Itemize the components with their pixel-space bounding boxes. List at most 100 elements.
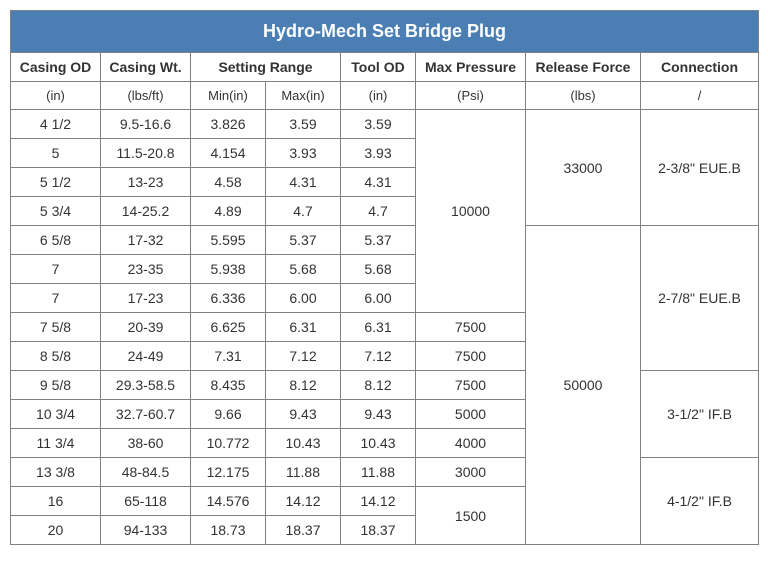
cell-min: 5.595	[191, 226, 266, 255]
cell-od: 11 3/4	[11, 429, 101, 458]
cell-wt: 29.3-58.5	[101, 371, 191, 400]
cell-maxpressure: 7500	[416, 342, 526, 371]
cell-od: 6 5/8	[11, 226, 101, 255]
unit-casing-od: (in)	[11, 82, 101, 110]
cell-od: 4 1/2	[11, 110, 101, 139]
cell-max: 4.31	[266, 168, 341, 197]
unit-max-pressure: (Psi)	[416, 82, 526, 110]
cell-tool: 18.37	[341, 516, 416, 545]
cell-max: 14.12	[266, 487, 341, 516]
cell-min: 18.73	[191, 516, 266, 545]
cell-max: 9.43	[266, 400, 341, 429]
cell-min: 6.336	[191, 284, 266, 313]
cell-wt: 14-25.2	[101, 197, 191, 226]
unit-max: Max(in)	[266, 82, 341, 110]
cell-maxpressure: 1500	[416, 487, 526, 545]
cell-connection: 3-1/2" IF.B	[641, 371, 759, 458]
cell-min: 7.31	[191, 342, 266, 371]
cell-connection: 2-3/8" EUE.B	[641, 110, 759, 226]
cell-tool: 10.43	[341, 429, 416, 458]
cell-release: 50000	[526, 226, 641, 545]
cell-od: 13 3/8	[11, 458, 101, 487]
cell-tool: 9.43	[341, 400, 416, 429]
table-row: 9 5/8 29.3-58.5 8.435 8.12 8.12 7500 3-1…	[11, 371, 759, 400]
cell-tool: 4.7	[341, 197, 416, 226]
cell-od: 5 3/4	[11, 197, 101, 226]
cell-od: 5 1/2	[11, 168, 101, 197]
col-casing-wt: Casing Wt.	[101, 53, 191, 82]
unit-min: Min(in)	[191, 82, 266, 110]
unit-tool-od: (in)	[341, 82, 416, 110]
table-row: 6 5/8 17-32 5.595 5.37 5.37 50000 2-7/8"…	[11, 226, 759, 255]
cell-min: 10.772	[191, 429, 266, 458]
cell-connection: 4-1/2" IF.B	[641, 458, 759, 545]
cell-od: 10 3/4	[11, 400, 101, 429]
unit-casing-wt: (lbs/ft)	[101, 82, 191, 110]
cell-wt: 94-133	[101, 516, 191, 545]
cell-maxpressure: 3000	[416, 458, 526, 487]
cell-min: 3.826	[191, 110, 266, 139]
col-tool-od: Tool OD	[341, 53, 416, 82]
cell-min: 5.938	[191, 255, 266, 284]
col-setting-range: Setting Range	[191, 53, 341, 82]
col-max-pressure: Max Pressure	[416, 53, 526, 82]
cell-tool: 3.93	[341, 139, 416, 168]
cell-max: 18.37	[266, 516, 341, 545]
cell-max: 3.59	[266, 110, 341, 139]
cell-max: 4.7	[266, 197, 341, 226]
cell-max: 11.88	[266, 458, 341, 487]
cell-min: 6.625	[191, 313, 266, 342]
cell-od: 20	[11, 516, 101, 545]
cell-od: 7	[11, 284, 101, 313]
col-release-force: Release Force	[526, 53, 641, 82]
cell-od: 16	[11, 487, 101, 516]
cell-od: 5	[11, 139, 101, 168]
cell-maxpressure: 7500	[416, 371, 526, 400]
cell-wt: 13-23	[101, 168, 191, 197]
cell-od: 9 5/8	[11, 371, 101, 400]
cell-tool: 5.37	[341, 226, 416, 255]
cell-wt: 11.5-20.8	[101, 139, 191, 168]
cell-tool: 11.88	[341, 458, 416, 487]
cell-max: 8.12	[266, 371, 341, 400]
cell-min: 9.66	[191, 400, 266, 429]
cell-maxpressure: 10000	[416, 110, 526, 313]
cell-wt: 24-49	[101, 342, 191, 371]
cell-tool: 8.12	[341, 371, 416, 400]
cell-tool: 7.12	[341, 342, 416, 371]
cell-min: 14.576	[191, 487, 266, 516]
cell-wt: 20-39	[101, 313, 191, 342]
cell-wt: 38-60	[101, 429, 191, 458]
cell-wt: 9.5-16.6	[101, 110, 191, 139]
cell-maxpressure: 5000	[416, 400, 526, 429]
cell-od: 7 5/8	[11, 313, 101, 342]
table-row: 4 1/2 9.5-16.6 3.826 3.59 3.59 10000 330…	[11, 110, 759, 139]
unit-release-force: (lbs)	[526, 82, 641, 110]
unit-connection: /	[641, 82, 759, 110]
cell-od: 8 5/8	[11, 342, 101, 371]
cell-tool: 3.59	[341, 110, 416, 139]
cell-wt: 17-23	[101, 284, 191, 313]
table-row: 13 3/8 48-84.5 12.175 11.88 11.88 3000 4…	[11, 458, 759, 487]
cell-max: 3.93	[266, 139, 341, 168]
cell-tool: 5.68	[341, 255, 416, 284]
col-connection: Connection	[641, 53, 759, 82]
cell-max: 5.37	[266, 226, 341, 255]
cell-min: 4.58	[191, 168, 266, 197]
cell-maxpressure: 7500	[416, 313, 526, 342]
cell-tool: 4.31	[341, 168, 416, 197]
spec-table: Hydro-Mech Set Bridge Plug Casing OD Cas…	[10, 10, 759, 545]
cell-wt: 48-84.5	[101, 458, 191, 487]
cell-tool: 14.12	[341, 487, 416, 516]
cell-min: 4.154	[191, 139, 266, 168]
cell-wt: 32.7-60.7	[101, 400, 191, 429]
cell-min: 12.175	[191, 458, 266, 487]
cell-maxpressure: 4000	[416, 429, 526, 458]
cell-tool: 6.31	[341, 313, 416, 342]
cell-release: 33000	[526, 110, 641, 226]
cell-max: 5.68	[266, 255, 341, 284]
cell-max: 6.00	[266, 284, 341, 313]
cell-max: 7.12	[266, 342, 341, 371]
cell-wt: 17-32	[101, 226, 191, 255]
cell-tool: 6.00	[341, 284, 416, 313]
